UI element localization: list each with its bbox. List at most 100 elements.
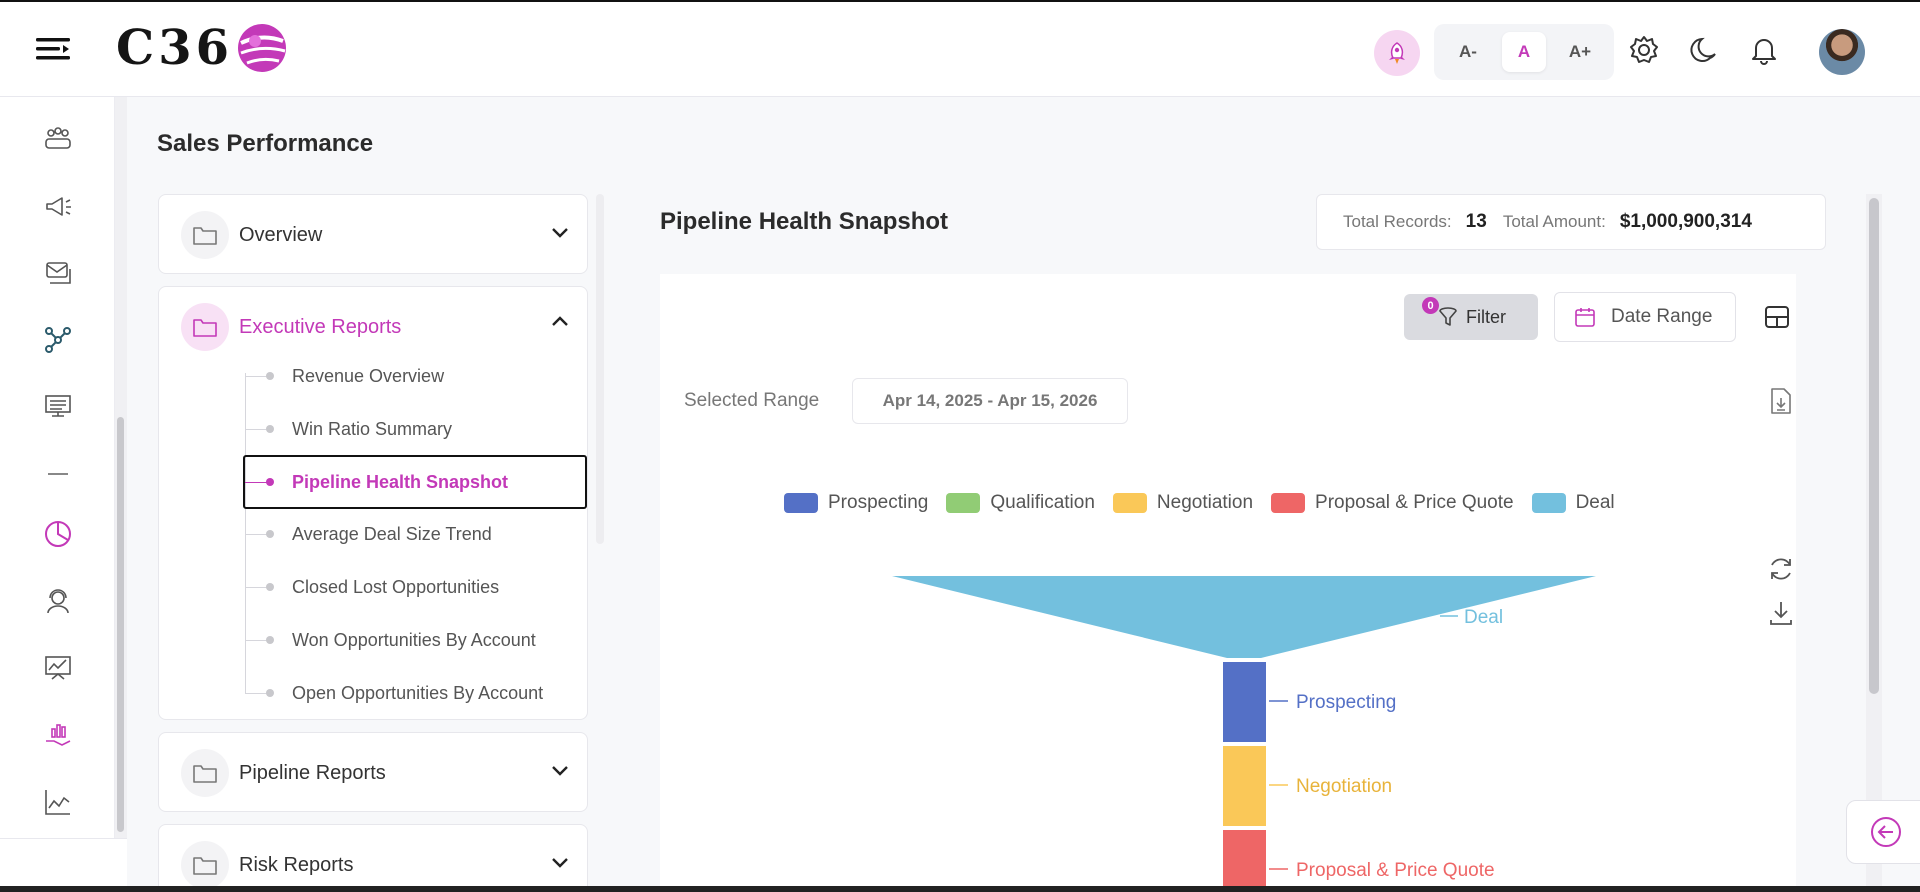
filter-icon [1439,307,1457,326]
report-item-win-ratio-summary[interactable]: Win Ratio Summary [245,404,587,454]
report-title: Pipeline Health Snapshot [660,208,949,235]
total-records-value: 13 [1465,211,1487,232]
report-scrollbar[interactable] [1866,194,1882,892]
totals-summary: Total Records: 13 Total Amount: $1,000,9… [1316,194,1826,250]
report-item-closed-lost-opportunities[interactable]: Closed Lost Opportunities [245,562,587,612]
folder-icon [181,303,229,351]
legend-label: Negotiation [1156,492,1254,513]
report-item-label: Open Opportunities By Account [292,682,544,703]
report-item-pipeline-health-snapshot[interactable]: Pipeline Health Snapshot [243,455,587,509]
report-item-label: Average Deal Size Trend [292,523,492,544]
nav-group-header[interactable]: Pipeline Reports [181,749,386,797]
refresh-icon[interactable] [1766,554,1796,584]
selected-range-label: Selected Range [684,390,820,411]
chevron-down-icon[interactable] [551,857,569,869]
chevron-down-icon[interactable] [551,227,569,239]
funnel-label-proposal: Proposal & Price Quote [1296,860,1495,881]
report-item-label: Win Ratio Summary [292,418,453,439]
font-increase-button[interactable]: A+ [1568,42,1592,61]
legend-item-negotiation[interactable]: Negotiation [1112,492,1254,514]
logo-text: C36 [116,20,233,76]
report-nav-scrollbar[interactable] [596,194,604,544]
nav-group-overview[interactable]: Overview [158,194,588,274]
avatar[interactable] [1819,29,1865,75]
funnel-stage-deal[interactable] [892,576,1596,658]
nav-group-risk-reports[interactable]: Risk Reports [158,824,588,892]
minus-icon[interactable] [38,454,78,494]
funnel-label-prospecting: Prospecting [1296,692,1396,713]
pie-chart-icon[interactable] [38,514,78,554]
funnel-stage-proposal[interactable] [1223,830,1266,892]
report-item-label: Pipeline Health Snapshot [292,471,509,492]
analytics-board-icon[interactable] [38,648,78,688]
selected-range-value: Apr 14, 2025 - Apr 15, 2026 [852,378,1128,424]
nav-group-label: Risk Reports [239,853,354,876]
line-chart-icon[interactable] [38,782,78,822]
report-item-open-opportunities-by-account[interactable]: Open Opportunities By Account [245,668,587,718]
nav-group-header[interactable]: Risk Reports [181,841,353,889]
menu-icon[interactable] [36,36,72,66]
filter-button-label: Filter [1466,306,1506,327]
funnel-stage-prospecting[interactable] [1223,662,1266,742]
megaphone-icon[interactable] [38,186,78,226]
legend-swatch [1271,493,1306,513]
funnel-label-negotiation: Negotiation [1296,776,1392,797]
font-decrease-button[interactable]: A- [1459,42,1477,61]
page-title: Sales Performance [157,130,374,157]
folder-icon [181,211,229,259]
support-agent-icon[interactable] [38,581,78,621]
rocket-icon[interactable] [1374,30,1420,76]
legend-item-prospecting[interactable]: Prospecting [784,492,928,514]
sidebar-scrollbar-thumb[interactable] [117,417,124,832]
font-normal-button[interactable]: A [1502,32,1546,72]
legend-item-deal[interactable]: Deal [1531,492,1615,514]
chevron-up-icon[interactable] [551,315,569,327]
nav-group-label: Pipeline Reports [239,761,386,784]
mail-icon[interactable] [38,253,78,293]
nav-group-label: Overview [239,223,323,246]
funnel-label-deal: Deal [1464,607,1503,628]
grid-layout-icon[interactable] [1762,302,1792,332]
filter-button[interactable]: 0 Filter [1404,294,1538,340]
folder-icon [181,749,229,797]
chevron-down-icon[interactable] [551,765,569,777]
nav-group-header[interactable]: Executive Reports [181,303,401,351]
collapse-panel-button[interactable] [1846,800,1920,864]
nav-group-pipeline-reports[interactable]: Pipeline Reports [158,732,588,812]
gear-icon[interactable] [1626,32,1662,68]
report-item-average-deal-size-trend[interactable]: Average Deal Size Trend [245,509,587,559]
folder-icon [181,841,229,889]
total-amount-label: Total Amount: [1502,212,1606,231]
nav-group-header[interactable]: Overview [181,211,322,259]
sidebar-scrollbar[interactable] [115,97,127,892]
presentation-icon[interactable] [38,387,78,427]
report-item-label: Revenue Overview [292,365,445,386]
funnel-stage-negotiation[interactable] [1223,746,1266,826]
legend-item-qualification[interactable]: Qualification [946,492,1095,514]
chart-legend: Prospecting Qualification Negotiation Pr… [784,492,1633,514]
legend-swatch [784,493,818,513]
total-amount-value: $1,000,900,314 [1619,211,1752,232]
sidebar-footer [0,838,127,892]
date-range-label: Date Range [1611,306,1713,327]
team-icon[interactable] [38,119,78,159]
network-icon[interactable] [38,320,78,360]
legend-swatch [946,493,981,513]
total-records-label: Total Records: [1343,212,1452,231]
report-item-won-opportunities-by-account[interactable]: Won Opportunities By Account [245,615,587,665]
report-item-label: Won Opportunities By Account [292,629,536,650]
legend-label: Prospecting [828,492,929,513]
download-icon[interactable] [1766,598,1796,628]
legend-item-proposal-price-quote[interactable]: Proposal & Price Quote [1271,492,1514,514]
report-scrollbar-thumb[interactable] [1869,198,1879,694]
logo[interactable]: C36 [116,18,289,78]
tree-line [245,373,246,693]
bell-icon[interactable] [1746,32,1782,68]
legend-label: Deal [1575,492,1615,513]
legend-label: Qualification [990,492,1095,513]
report-item-revenue-overview[interactable]: Revenue Overview [245,351,587,401]
hand-chart-icon[interactable] [38,715,78,755]
export-document-icon[interactable] [1768,386,1794,416]
moon-icon[interactable] [1686,32,1722,68]
date-range-button[interactable]: Date Range [1554,292,1736,342]
